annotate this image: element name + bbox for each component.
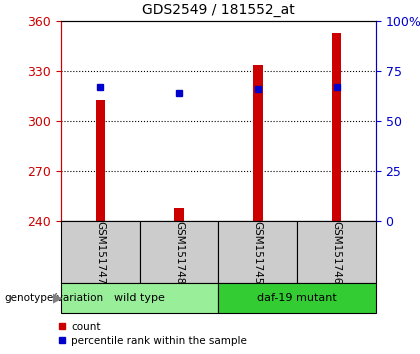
Text: daf-19 mutant: daf-19 mutant bbox=[257, 293, 337, 303]
Bar bbox=[253, 64, 262, 221]
Title: GDS2549 / 181552_at: GDS2549 / 181552_at bbox=[142, 4, 295, 17]
Bar bbox=[61, 221, 139, 283]
Bar bbox=[297, 221, 376, 283]
Bar bbox=[174, 208, 184, 221]
Text: GSM151745: GSM151745 bbox=[253, 221, 263, 284]
Text: GSM151747: GSM151747 bbox=[95, 221, 105, 284]
Text: GSM151748: GSM151748 bbox=[174, 221, 184, 284]
Bar bbox=[332, 33, 341, 221]
Bar bbox=[96, 99, 105, 221]
Text: GSM151746: GSM151746 bbox=[331, 221, 341, 284]
Text: ▶: ▶ bbox=[52, 292, 62, 305]
Bar bbox=[61, 283, 218, 313]
Bar bbox=[139, 221, 218, 283]
Text: wild type: wild type bbox=[114, 293, 165, 303]
Text: genotype/variation: genotype/variation bbox=[4, 293, 103, 303]
Legend: count, percentile rank within the sample: count, percentile rank within the sample bbox=[58, 322, 247, 346]
Bar bbox=[218, 283, 376, 313]
Bar bbox=[218, 221, 297, 283]
